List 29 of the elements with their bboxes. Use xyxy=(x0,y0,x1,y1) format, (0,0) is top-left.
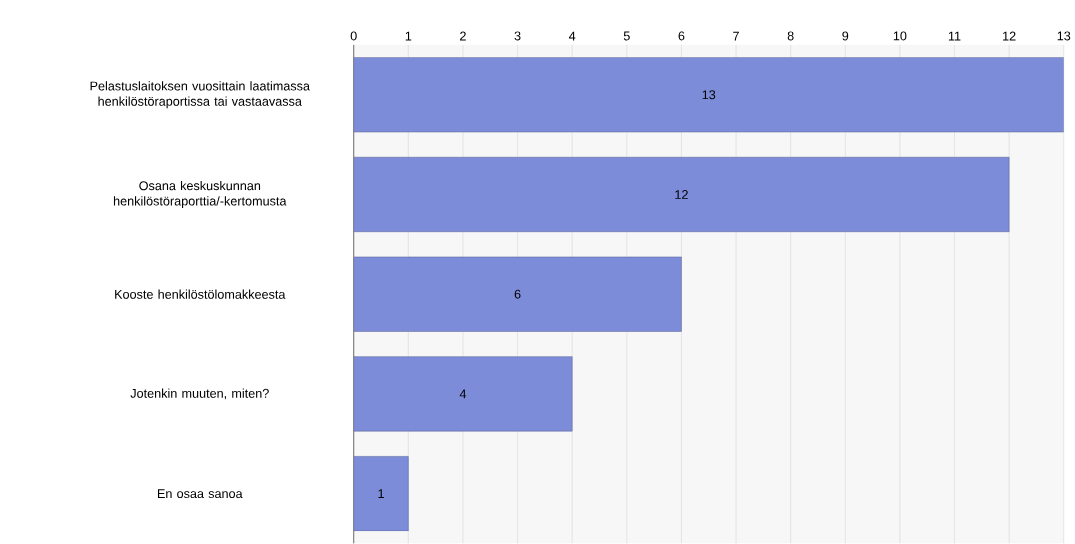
bar xyxy=(353,356,573,432)
bar xyxy=(353,57,1064,133)
bar xyxy=(353,157,1010,233)
x-tick-label: 11 xyxy=(948,31,961,41)
y-tick-label: En osaa sanoa xyxy=(157,489,243,499)
bar xyxy=(353,456,409,532)
x-tick-label: 10 xyxy=(893,31,907,41)
bar xyxy=(353,256,682,332)
data-label: 6 xyxy=(514,289,521,299)
x-tick-label: 9 xyxy=(842,31,849,41)
data-label: 4 xyxy=(459,389,467,399)
y-tick-label: Kooste henkilöstölomakkeesta xyxy=(115,289,286,299)
data-label: 12 xyxy=(675,190,688,199)
x-tick-label: 5 xyxy=(623,31,630,41)
data-label: 1 xyxy=(378,489,384,499)
x-tick-label: 3 xyxy=(514,31,521,41)
y-tick-label: Osana keskuskunnan henkilöstöraporttia/-kertomusta xyxy=(113,181,287,209)
x-tick-label: 0 xyxy=(350,31,357,41)
data-label: 13 xyxy=(702,90,716,100)
x-tick-label: 7 xyxy=(733,31,739,41)
x-tick-label: 6 xyxy=(678,31,685,41)
x-tick-label: 4 xyxy=(568,31,576,41)
y-tick-label: Jotenkin muuten, miten? xyxy=(130,388,269,400)
x-tick-label: 13 xyxy=(1057,31,1071,41)
x-tick-label: 1 xyxy=(405,31,412,41)
y-tick-label: Pelastuslaitoksen vuosittain laatimassa henkilöstöraportissa tai vastaavassa xyxy=(90,81,310,109)
x-tick-label: 12 xyxy=(1003,31,1016,41)
x-tick-label: 2 xyxy=(460,31,466,41)
x-tick-label: 8 xyxy=(787,31,794,41)
